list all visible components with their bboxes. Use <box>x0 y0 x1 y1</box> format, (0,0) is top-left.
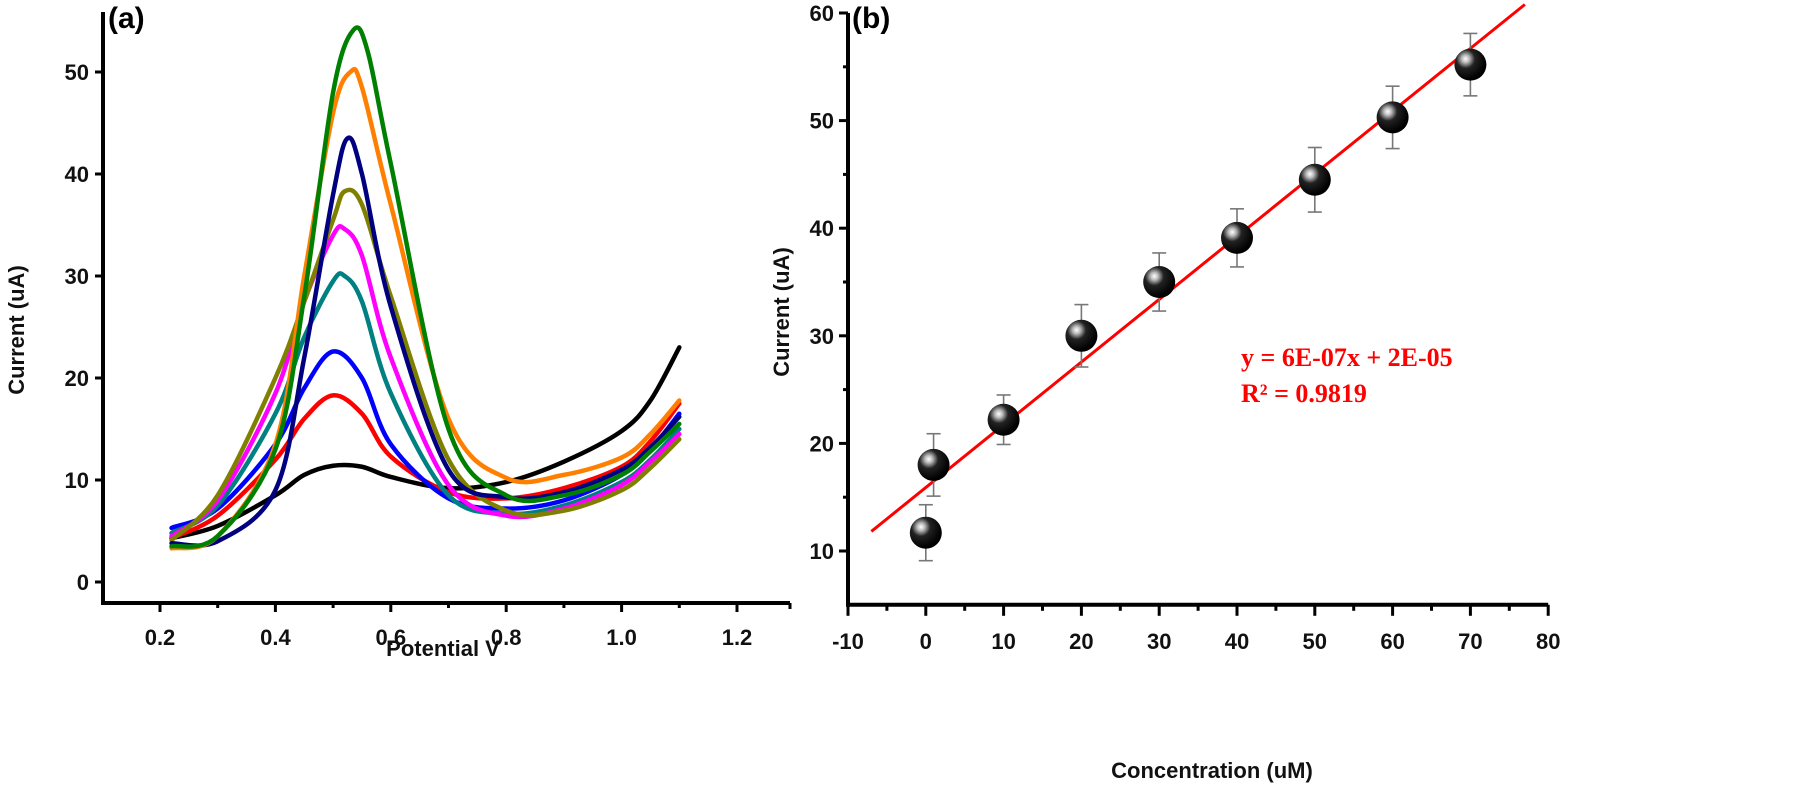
panel-a-x-ticks: 0.2 0.4 0.6 0.8 1.0 1.2 <box>145 603 753 650</box>
data-point <box>917 432 950 497</box>
panel-b-fit <box>870 3 1526 533</box>
panel-b-y-axis-title: Current (uA) <box>769 247 794 377</box>
panel-a-axes <box>101 12 792 609</box>
point-marker <box>1221 221 1253 254</box>
x-tick-label: 80 <box>1536 629 1560 654</box>
series-line-magenta <box>169 224 682 539</box>
x-tick-label: -10 <box>832 629 864 654</box>
x-tick-label: 60 <box>1380 629 1404 654</box>
y-tick-label: 20 <box>65 366 89 391</box>
series-line-green <box>169 25 682 549</box>
x-tick-label: 0.4 <box>260 625 291 650</box>
x-tick-label: 10 <box>991 629 1015 654</box>
y-tick-label: 50 <box>810 109 834 134</box>
panel-a-x-axis-title: Potential V <box>386 636 500 661</box>
panel-a-series <box>169 25 682 551</box>
y-tick-label: 40 <box>65 162 89 187</box>
y-tick-label: 40 <box>810 216 834 241</box>
point-marker <box>917 448 950 481</box>
point-marker <box>1065 319 1098 352</box>
x-tick-label: 0.6 <box>376 625 407 650</box>
y-tick-label: 30 <box>810 324 834 349</box>
data-point <box>1454 32 1487 97</box>
panel-b-points <box>909 32 1487 562</box>
equation-annotation: y = 6E-07x + 2E-05 <box>1241 343 1453 372</box>
data-point <box>1065 303 1098 368</box>
panel-b-x-ticks: -10 0 10 20 30 40 50 60 70 80 <box>832 604 1560 654</box>
panel-a: (a) 0 10 20 30 40 50 0.2 0.4 0.6 0.8 1.0 1.2 Poten… <box>4 2 792 661</box>
panel-b: (b) 10 20 30 40 50 60 -10 0 10 20 30 40 50 60 70 80 y … <box>769 1 1560 783</box>
point-marker <box>987 403 1020 436</box>
y-tick-label: 30 <box>65 264 89 289</box>
y-tick-label: 10 <box>65 468 89 493</box>
y-tick-label: 60 <box>810 1 834 26</box>
point-marker <box>1454 48 1487 81</box>
series-line-black <box>169 345 682 541</box>
x-tick-label: 0.2 <box>145 625 176 650</box>
x-tick-label: 1.0 <box>606 625 637 650</box>
data-point <box>1143 252 1176 312</box>
panel-a-y-ticks: 0 10 20 30 40 50 <box>65 60 103 595</box>
point-marker <box>1298 163 1331 196</box>
r-squared-annotation: R² = 0.9819 <box>1241 379 1367 408</box>
data-point <box>1298 146 1331 213</box>
x-tick-label: 0 <box>920 629 932 654</box>
panel-a-label: (a) <box>108 2 145 35</box>
panel-a-y-axis-title: Current (uA) <box>4 265 29 395</box>
series-line-red <box>169 393 682 541</box>
data-point <box>1221 208 1253 268</box>
data-point <box>909 503 942 562</box>
series-line-navy <box>169 135 682 548</box>
x-tick-label: 30 <box>1147 629 1171 654</box>
y-tick-label: 20 <box>810 431 834 456</box>
x-tick-label: 0.8 <box>491 625 522 650</box>
x-tick-label: 50 <box>1303 629 1327 654</box>
x-tick-label: 1.2 <box>722 625 753 650</box>
panel-b-y-ticks: 10 20 30 40 50 60 <box>810 1 848 564</box>
point-marker <box>1376 101 1409 134</box>
fit-line <box>870 3 1526 533</box>
panel-b-x-axis-title: Concentration (uM) <box>1111 758 1313 783</box>
y-tick-label: 10 <box>810 539 834 564</box>
y-tick-label: 50 <box>65 60 89 85</box>
series-line-teal <box>169 271 682 536</box>
data-point <box>987 394 1020 446</box>
panel-b-axes <box>846 13 1549 607</box>
panel-b-label: (b) <box>852 2 890 35</box>
x-tick-label: 70 <box>1458 629 1482 654</box>
point-marker <box>1143 266 1176 298</box>
x-tick-label: 20 <box>1069 629 1093 654</box>
x-tick-label: 40 <box>1225 629 1249 654</box>
y-tick-label: 0 <box>77 570 89 595</box>
data-point <box>1376 85 1409 150</box>
point-marker <box>909 516 942 549</box>
